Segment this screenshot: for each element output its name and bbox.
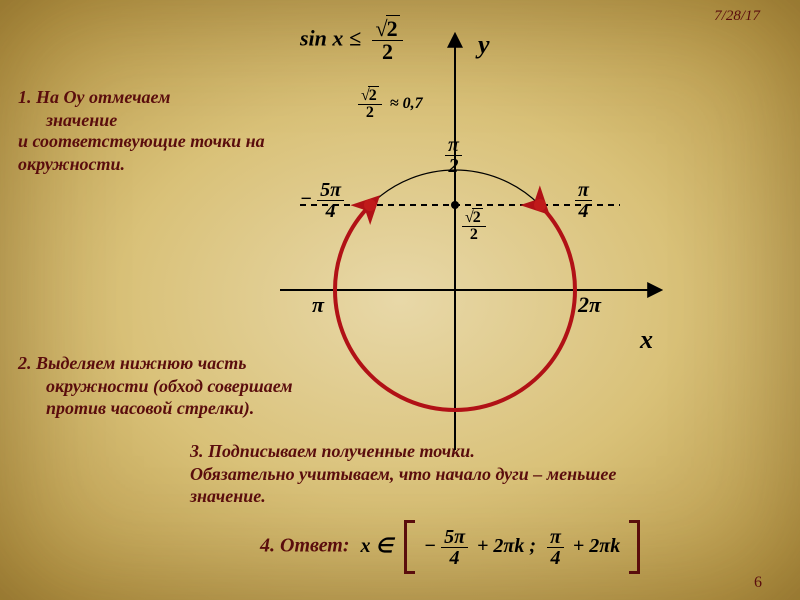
approx-value: √2 2 ≈ 0,7	[358, 88, 423, 121]
x-axis-label: x	[640, 325, 653, 355]
ans-t1-pre: −	[424, 535, 436, 557]
step-1-line2: значение	[46, 109, 318, 132]
step-4-label: 4. Ответ:	[260, 535, 350, 557]
approx-den: 2	[363, 105, 377, 121]
lt-den: 4	[323, 201, 339, 221]
ans-t1-den: 4	[447, 548, 463, 568]
top-den: 2	[445, 156, 461, 176]
c-den: 2	[467, 227, 481, 243]
label-2pi: 2π	[578, 292, 601, 318]
label-minus-5pi-4: − 5π 4	[300, 180, 344, 221]
step-2: 2. Выделяем нижнюю часть окружности (обх…	[18, 352, 318, 420]
step-3: 3. Подписываем полученные точки. Обязате…	[190, 440, 690, 508]
label-sqrt2-2-center: √2 2	[462, 210, 486, 243]
right-intersection-dot	[534, 199, 546, 211]
y-axis-label: y	[478, 30, 490, 60]
ans-t2-den: 4	[547, 548, 563, 568]
step-2-line2: окружности (обход совершаем	[46, 375, 318, 398]
c-radicand: 2	[472, 208, 483, 226]
step-2-line1: 2. Выделяем нижнюю часть	[18, 352, 318, 375]
approx-radicand: 2	[368, 86, 379, 104]
ineq-den: 2	[379, 41, 396, 63]
answer-lead: x ∈	[361, 535, 393, 557]
ans-t2-num: π	[547, 527, 564, 548]
step-1-cont: и соответствующие точки на окружности.	[18, 130, 328, 175]
step-1: 1. На Oy отмечаем значение	[18, 86, 318, 131]
slide-date: 7/28/17	[714, 8, 760, 25]
lt-num: 5π	[317, 180, 344, 201]
page-number: 6	[754, 574, 762, 592]
step-2-line3: против часовой стрелки).	[46, 397, 318, 420]
approx-tail: ≈ 0,7	[390, 95, 423, 112]
step-1-line1: 1. На Oy отмечаем	[18, 86, 318, 109]
rt-den: 4	[575, 201, 591, 221]
inequality: sin x ≤ √2 2	[300, 18, 403, 63]
ineq-radicand: 2	[386, 15, 400, 41]
ans-t2-post: + 2πk	[573, 535, 620, 557]
bracket-right	[629, 520, 640, 574]
top-num: π	[445, 135, 462, 156]
bracket-left	[404, 520, 415, 574]
rt-num: π	[575, 180, 592, 201]
lt-pre: −	[300, 188, 312, 210]
inequality-lhs: sin x ≤	[300, 26, 361, 51]
label-pi-over-2: π 2	[445, 135, 462, 176]
left-intersection-dot	[364, 199, 376, 211]
step-4: 4. Ответ: x ∈ − 5π 4 + 2πk ; π 4 + 2πk	[260, 520, 640, 574]
step-3-line2: Обязательно учитываем, что начало дуги –…	[190, 463, 690, 508]
ans-t1-post: + 2πk ;	[477, 535, 536, 557]
chord-center-dot	[451, 201, 459, 209]
unit-circle	[335, 170, 575, 410]
solution-arc	[335, 205, 575, 410]
step-3-line1: 3. Подписываем полученные точки.	[190, 440, 690, 463]
label-pi-4: π 4	[575, 180, 592, 221]
ans-t1-num: 5π	[441, 527, 468, 548]
label-pi: π	[312, 292, 324, 318]
